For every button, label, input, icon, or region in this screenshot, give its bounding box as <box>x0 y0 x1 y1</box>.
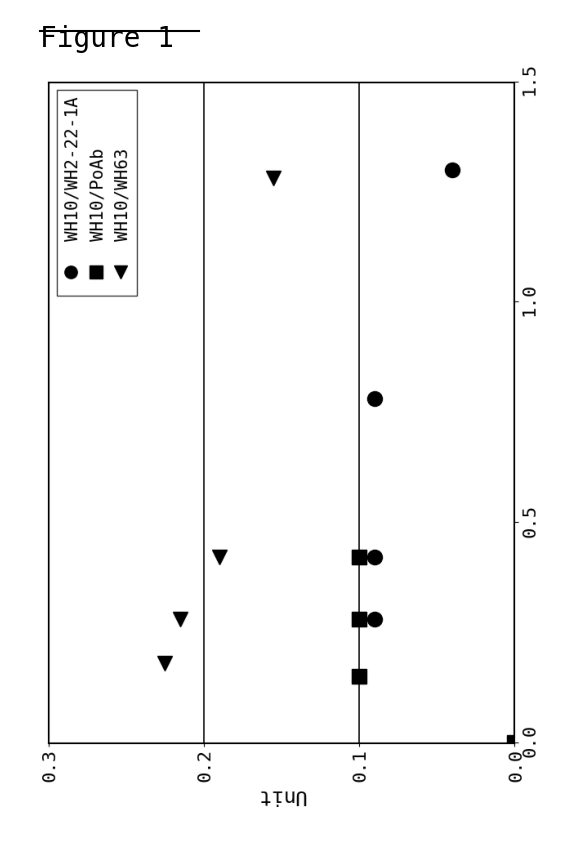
Text: Figure 1: Figure 1 <box>40 25 174 53</box>
